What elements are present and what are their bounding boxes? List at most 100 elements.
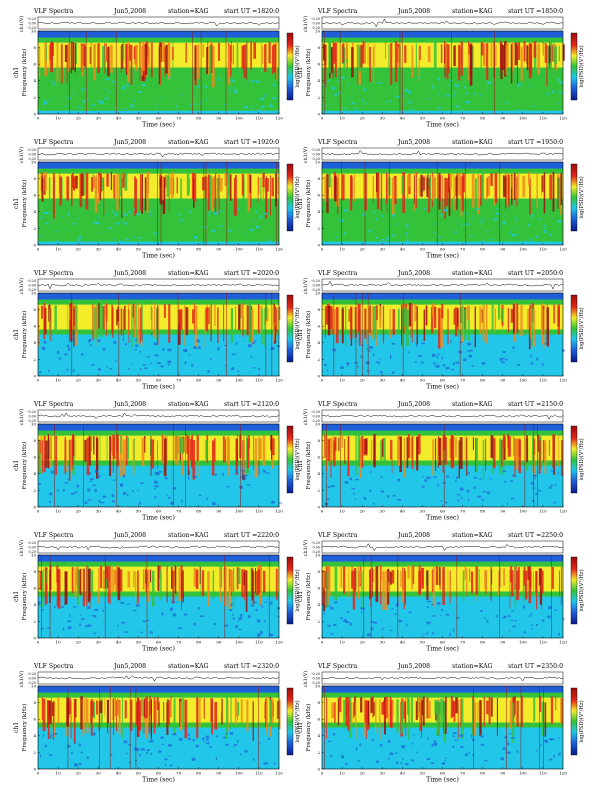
spectrogram-streak <box>342 43 345 63</box>
spectrogram-speckle <box>135 604 140 607</box>
spectrogram-streak <box>376 173 380 210</box>
spectrogram-speckle <box>213 622 216 626</box>
spectrogram-streak <box>86 437 90 476</box>
spectrogram-speckle <box>124 631 128 633</box>
spectrogram-streak <box>155 700 156 729</box>
spectrogram-streak <box>245 570 248 612</box>
spectrogram-speckle <box>40 627 44 630</box>
spectrogram-streak <box>336 174 338 206</box>
spectrogram-streak <box>457 699 459 739</box>
spectrogram-streak <box>536 173 538 209</box>
spectrogram-streak <box>271 45 274 75</box>
spectrogram-streak <box>514 42 518 66</box>
spectrogram-speckle <box>217 78 221 82</box>
y-tick-label: 6 <box>33 455 36 460</box>
spectrogram-speckle <box>429 621 431 624</box>
spectrogram-speckle <box>510 737 515 739</box>
spectrogram-streak <box>487 177 489 197</box>
spectrogram-speckle <box>495 212 499 215</box>
spectrogram-streak <box>526 45 529 71</box>
spectrogram-speckle <box>395 761 398 765</box>
spectrogram-speckle <box>509 733 512 734</box>
spectrogram-speckle <box>467 472 470 475</box>
spectrogram-streak <box>145 696 148 719</box>
spectrogram-sferic <box>443 424 445 507</box>
spectrogram-speckle <box>509 630 511 633</box>
spectrogram-streak <box>215 173 217 213</box>
spectrogram-streak <box>372 567 373 597</box>
spectrogram-speckle <box>333 624 337 627</box>
spectrogram-speckle <box>210 358 212 360</box>
spectrogram-speckle <box>361 344 363 346</box>
spectrogram-streak <box>422 696 425 726</box>
spectrogram-speckle <box>255 80 260 83</box>
amplitude-trace <box>321 280 563 290</box>
spectrogram-streak <box>107 46 110 77</box>
spectrogram-speckle <box>254 340 257 342</box>
spectrogram-speckle <box>543 230 547 233</box>
spectrogram-streak <box>264 702 266 719</box>
spectrogram-speckle <box>457 92 458 95</box>
spectrogram-speckle <box>527 223 531 227</box>
spectrogram-speckle <box>154 104 157 106</box>
spectrogram-streak <box>228 439 230 476</box>
spectrogram-streak <box>57 697 60 724</box>
spectrogram-streak <box>355 702 357 740</box>
spectrogram-sferic <box>389 162 390 245</box>
spectrogram-speckle <box>370 621 374 623</box>
spectrogram-streak <box>147 569 150 602</box>
spectrogram-top-band <box>322 293 563 300</box>
spectrogram-streak <box>504 41 507 77</box>
spectrogram-streak <box>341 308 344 344</box>
spectrogram-streak <box>241 173 244 196</box>
spectrogram-streak <box>382 305 385 344</box>
amplitude-frame <box>37 409 280 423</box>
spectrogram-speckle <box>112 81 115 83</box>
spectrogram-speckle <box>45 212 50 214</box>
spectrogram-speckle <box>452 745 455 748</box>
spectrogram-top-band <box>38 162 279 169</box>
spectrogram-speckle <box>126 603 131 605</box>
spectrogram-streak <box>74 43 76 73</box>
spectrogram-streak <box>510 308 514 323</box>
spectrogram-streak <box>537 435 540 452</box>
spectrogram-streak <box>410 437 412 459</box>
y-axis-label: Frequency (kHz) <box>21 311 28 359</box>
spectrogram-streak <box>483 696 485 727</box>
spectrogram-streak <box>487 176 490 196</box>
spectrogram-streak <box>119 569 123 592</box>
spectrogram-speckle <box>364 498 366 500</box>
spectrogram-speckle <box>272 83 276 87</box>
spectrogram-speckle <box>343 232 347 235</box>
spectrogram-speckle <box>473 92 476 96</box>
spectrogram-streak <box>440 174 442 201</box>
spectrogram-speckle <box>354 498 356 500</box>
spectrogram-speckle <box>353 493 355 495</box>
spectrogram-streak <box>107 566 110 603</box>
x-tick-label: 40 <box>116 771 122 776</box>
spectrogram-streak <box>139 42 141 82</box>
spectrogram-streak <box>560 697 563 724</box>
spectrogram-speckle <box>69 614 71 618</box>
spectrogram-speckle <box>484 760 488 762</box>
spectrogram-streak <box>263 308 265 347</box>
spectrogram-speckle <box>473 477 477 479</box>
spectrogram-streak <box>134 437 135 471</box>
spectrogram-sferic <box>41 555 42 638</box>
spectrogram-streak <box>56 568 60 607</box>
spectrogram-streak <box>103 177 105 216</box>
spectrogram-streak <box>236 43 239 76</box>
spectrogram-streak <box>516 303 519 333</box>
colorbar <box>286 32 294 101</box>
spectrogram-sferic <box>177 293 179 376</box>
spectrogram-speckle <box>88 472 91 475</box>
spectrogram-speckle <box>121 86 126 90</box>
spectrogram-streak <box>347 697 350 731</box>
spectrogram-streak <box>77 569 81 595</box>
y-axis-channel-label: ch1 <box>13 198 20 209</box>
spectrogram-streak <box>466 437 468 476</box>
spectrogram-speckle <box>255 210 258 213</box>
spectrogram-streak <box>486 700 489 715</box>
spectrogram-streak <box>542 41 544 56</box>
spectrogram-speckle <box>89 478 94 481</box>
